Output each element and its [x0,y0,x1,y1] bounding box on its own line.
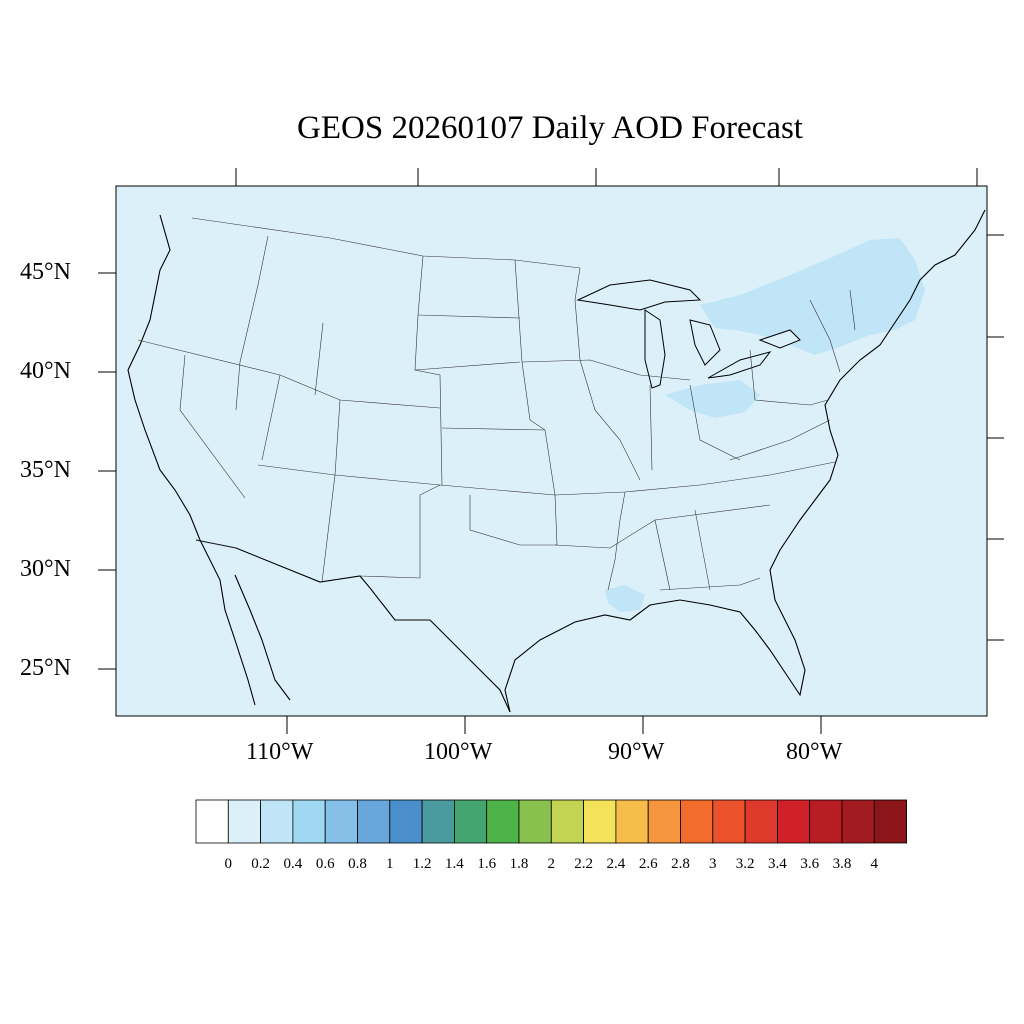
lon-label-80w: 80°W [786,739,843,765]
colorbar-box [453,799,488,844]
colorbar-tick-label: 1.8 [509,856,529,872]
colorbar-tick-label: 2.4 [606,856,626,872]
top-ticks [235,168,978,186]
colorbar-tick-label: 1.4 [445,856,464,872]
colorbar-box [550,799,584,844]
colorbar-box [357,799,391,844]
colorbar-tick-label: 1 [386,856,394,872]
lon-label-90w: 90°W [608,739,665,765]
coastline [127,209,986,713]
colorbar-box [486,799,520,844]
colorbar-tick-label: 2.2 [574,856,593,872]
colorbar-box [421,799,455,844]
colorbar-box [227,799,262,844]
colorbar-tick-label: 3.6 [800,856,820,872]
colorbar-box [195,799,229,844]
aod-plume-northeast [605,238,925,612]
bottom-ticks [286,716,822,734]
colorbar-tick-label: 2 [547,856,556,872]
left-ticks [98,272,116,670]
colorbar-tick-label: 2.8 [671,856,690,872]
right-ticks [987,234,1004,641]
colorbar-box [712,799,746,844]
colorbar-box [647,799,681,844]
colorbar-tick-label: 1.2 [412,856,432,872]
colorbar-tick-label: 0.6 [315,856,335,872]
colorbar-box [324,799,358,844]
lon-label-110w: 110°W [246,739,314,765]
colorbar-tick-label: 1.6 [477,856,497,872]
colorbar-box [841,799,875,844]
colorbar-box [873,799,907,844]
colorbar-box [744,799,778,844]
colorbar-tick-label: 3.2 [735,856,755,872]
colorbar-tick-label: 3.8 [832,856,852,872]
lat-label-35n: 35°N [20,457,71,483]
colorbar-tick-label: 4 [870,856,879,872]
state-boundaries [137,217,856,591]
colorbar-box [583,799,617,844]
colorbar-tick-label: 0.4 [283,856,303,872]
map-title: GEOS 20260107 Daily AOD Forecast [297,110,803,146]
colorbar-tick-label: 0.2 [251,856,270,872]
colorbar-tick-label: 0.8 [348,856,367,872]
colorbar-box [777,799,811,844]
great-lakes [576,279,801,389]
lat-label-30n: 30°N [20,556,71,582]
colorbar-box [809,799,843,844]
colorbar-tick-label: 3 [709,856,717,872]
colorbar-tick-label: 2.6 [638,856,658,872]
colorbar-box [389,799,423,844]
lon-label-100w: 100°W [424,739,493,765]
colorbar-box [615,799,649,844]
colorbar-box [518,799,552,844]
colorbar-tick-label: 0 [224,856,233,872]
lat-label-25n: 25°N [20,655,71,681]
colorbar [195,799,907,844]
lat-label-45n: 45°N [20,259,71,285]
colorbar-tick-label: 3.4 [768,856,787,872]
colorbar-box [260,799,294,844]
lat-label-40n: 40°N [20,358,71,384]
colorbar-box [680,799,714,844]
colorbar-box [292,799,326,844]
